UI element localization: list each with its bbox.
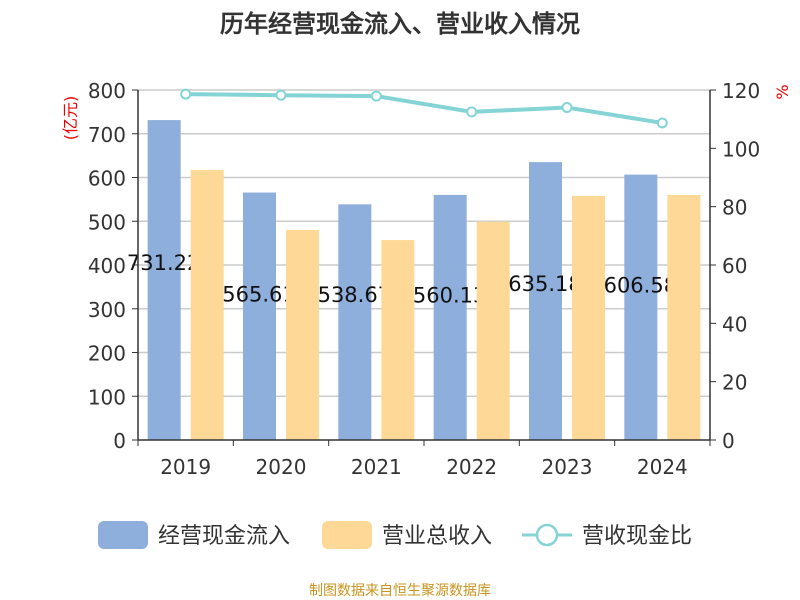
left-tick-label: 800 bbox=[88, 79, 126, 103]
line-point bbox=[561, 102, 573, 113]
legend-label-revenue: 营业总收入 bbox=[382, 524, 492, 549]
right-axis-label: % bbox=[773, 84, 792, 99]
bar-revenue bbox=[476, 221, 510, 440]
bar-cash-inflow bbox=[529, 162, 562, 440]
data-label-cash-inflow: 606.58 bbox=[604, 273, 677, 297]
data-label-cash-inflow: 565.61 bbox=[222, 282, 295, 306]
right-tick-label: 100 bbox=[722, 137, 760, 161]
bar-revenue bbox=[190, 170, 224, 440]
bar-cash-inflow bbox=[338, 204, 372, 440]
legend-label-cash-inflow: 经营现金流入 bbox=[158, 524, 290, 549]
left-tick-label: 200 bbox=[88, 342, 126, 366]
line-point bbox=[180, 88, 192, 100]
bar-revenue bbox=[381, 240, 415, 440]
legend-swatch-revenue bbox=[322, 521, 372, 549]
x-tick-label: 2023 bbox=[542, 455, 593, 479]
bar-cash-inflow bbox=[243, 192, 276, 440]
line-point bbox=[656, 117, 668, 129]
bar-revenue bbox=[572, 195, 605, 440]
right-tick-label: 20 bbox=[722, 371, 747, 395]
data-label-cash-inflow: 731.22 bbox=[127, 251, 200, 275]
data-label-cash-inflow: 635.18 bbox=[508, 272, 581, 296]
x-tick-label: 2022 bbox=[446, 455, 497, 479]
x-tick-label: 2020 bbox=[256, 455, 307, 479]
x-tick-label: 2019 bbox=[160, 455, 211, 479]
line-point bbox=[275, 89, 287, 101]
left-tick-label: 400 bbox=[88, 254, 126, 278]
footer-source: 制图数据来自恒生聚源数据库 bbox=[309, 583, 491, 599]
line-point bbox=[466, 106, 478, 118]
line-cash-ratio bbox=[185, 92, 663, 125]
bar-revenue bbox=[667, 195, 701, 440]
left-tick-label: 300 bbox=[88, 298, 126, 322]
legend-swatch-cash-inflow bbox=[98, 521, 148, 549]
right-tick-label: 0 bbox=[722, 429, 735, 453]
left-tick-label: 500 bbox=[88, 210, 126, 234]
left-axis-label: (亿元) bbox=[61, 96, 80, 141]
left-tick-label: 100 bbox=[88, 385, 126, 409]
right-tick-label: 40 bbox=[722, 312, 747, 336]
data-label-cash-inflow: 538.67 bbox=[318, 283, 391, 307]
bar-cash-inflow bbox=[147, 120, 181, 440]
right-tick-label: 120 bbox=[722, 79, 760, 103]
legend-marker-cash-ratio bbox=[535, 523, 559, 547]
left-tick-label: 0 bbox=[113, 429, 126, 453]
left-tick-label: 600 bbox=[88, 167, 126, 191]
left-tick-label: 700 bbox=[88, 123, 126, 147]
right-tick-label: 60 bbox=[722, 254, 747, 278]
bar-revenue bbox=[286, 230, 319, 440]
line-point bbox=[370, 90, 382, 102]
bar-cash-inflow bbox=[624, 174, 658, 440]
legend-label-cash-ratio: 营收现金比 bbox=[582, 524, 692, 549]
x-tick-label: 2021 bbox=[351, 455, 402, 479]
x-tick-label: 2024 bbox=[637, 455, 688, 479]
bar-cash-inflow bbox=[433, 194, 467, 440]
right-tick-label: 80 bbox=[722, 196, 747, 220]
data-label-cash-inflow: 560.13 bbox=[413, 283, 486, 307]
chart-title: 历年经营现金流入、营业收入情况 bbox=[220, 10, 580, 38]
